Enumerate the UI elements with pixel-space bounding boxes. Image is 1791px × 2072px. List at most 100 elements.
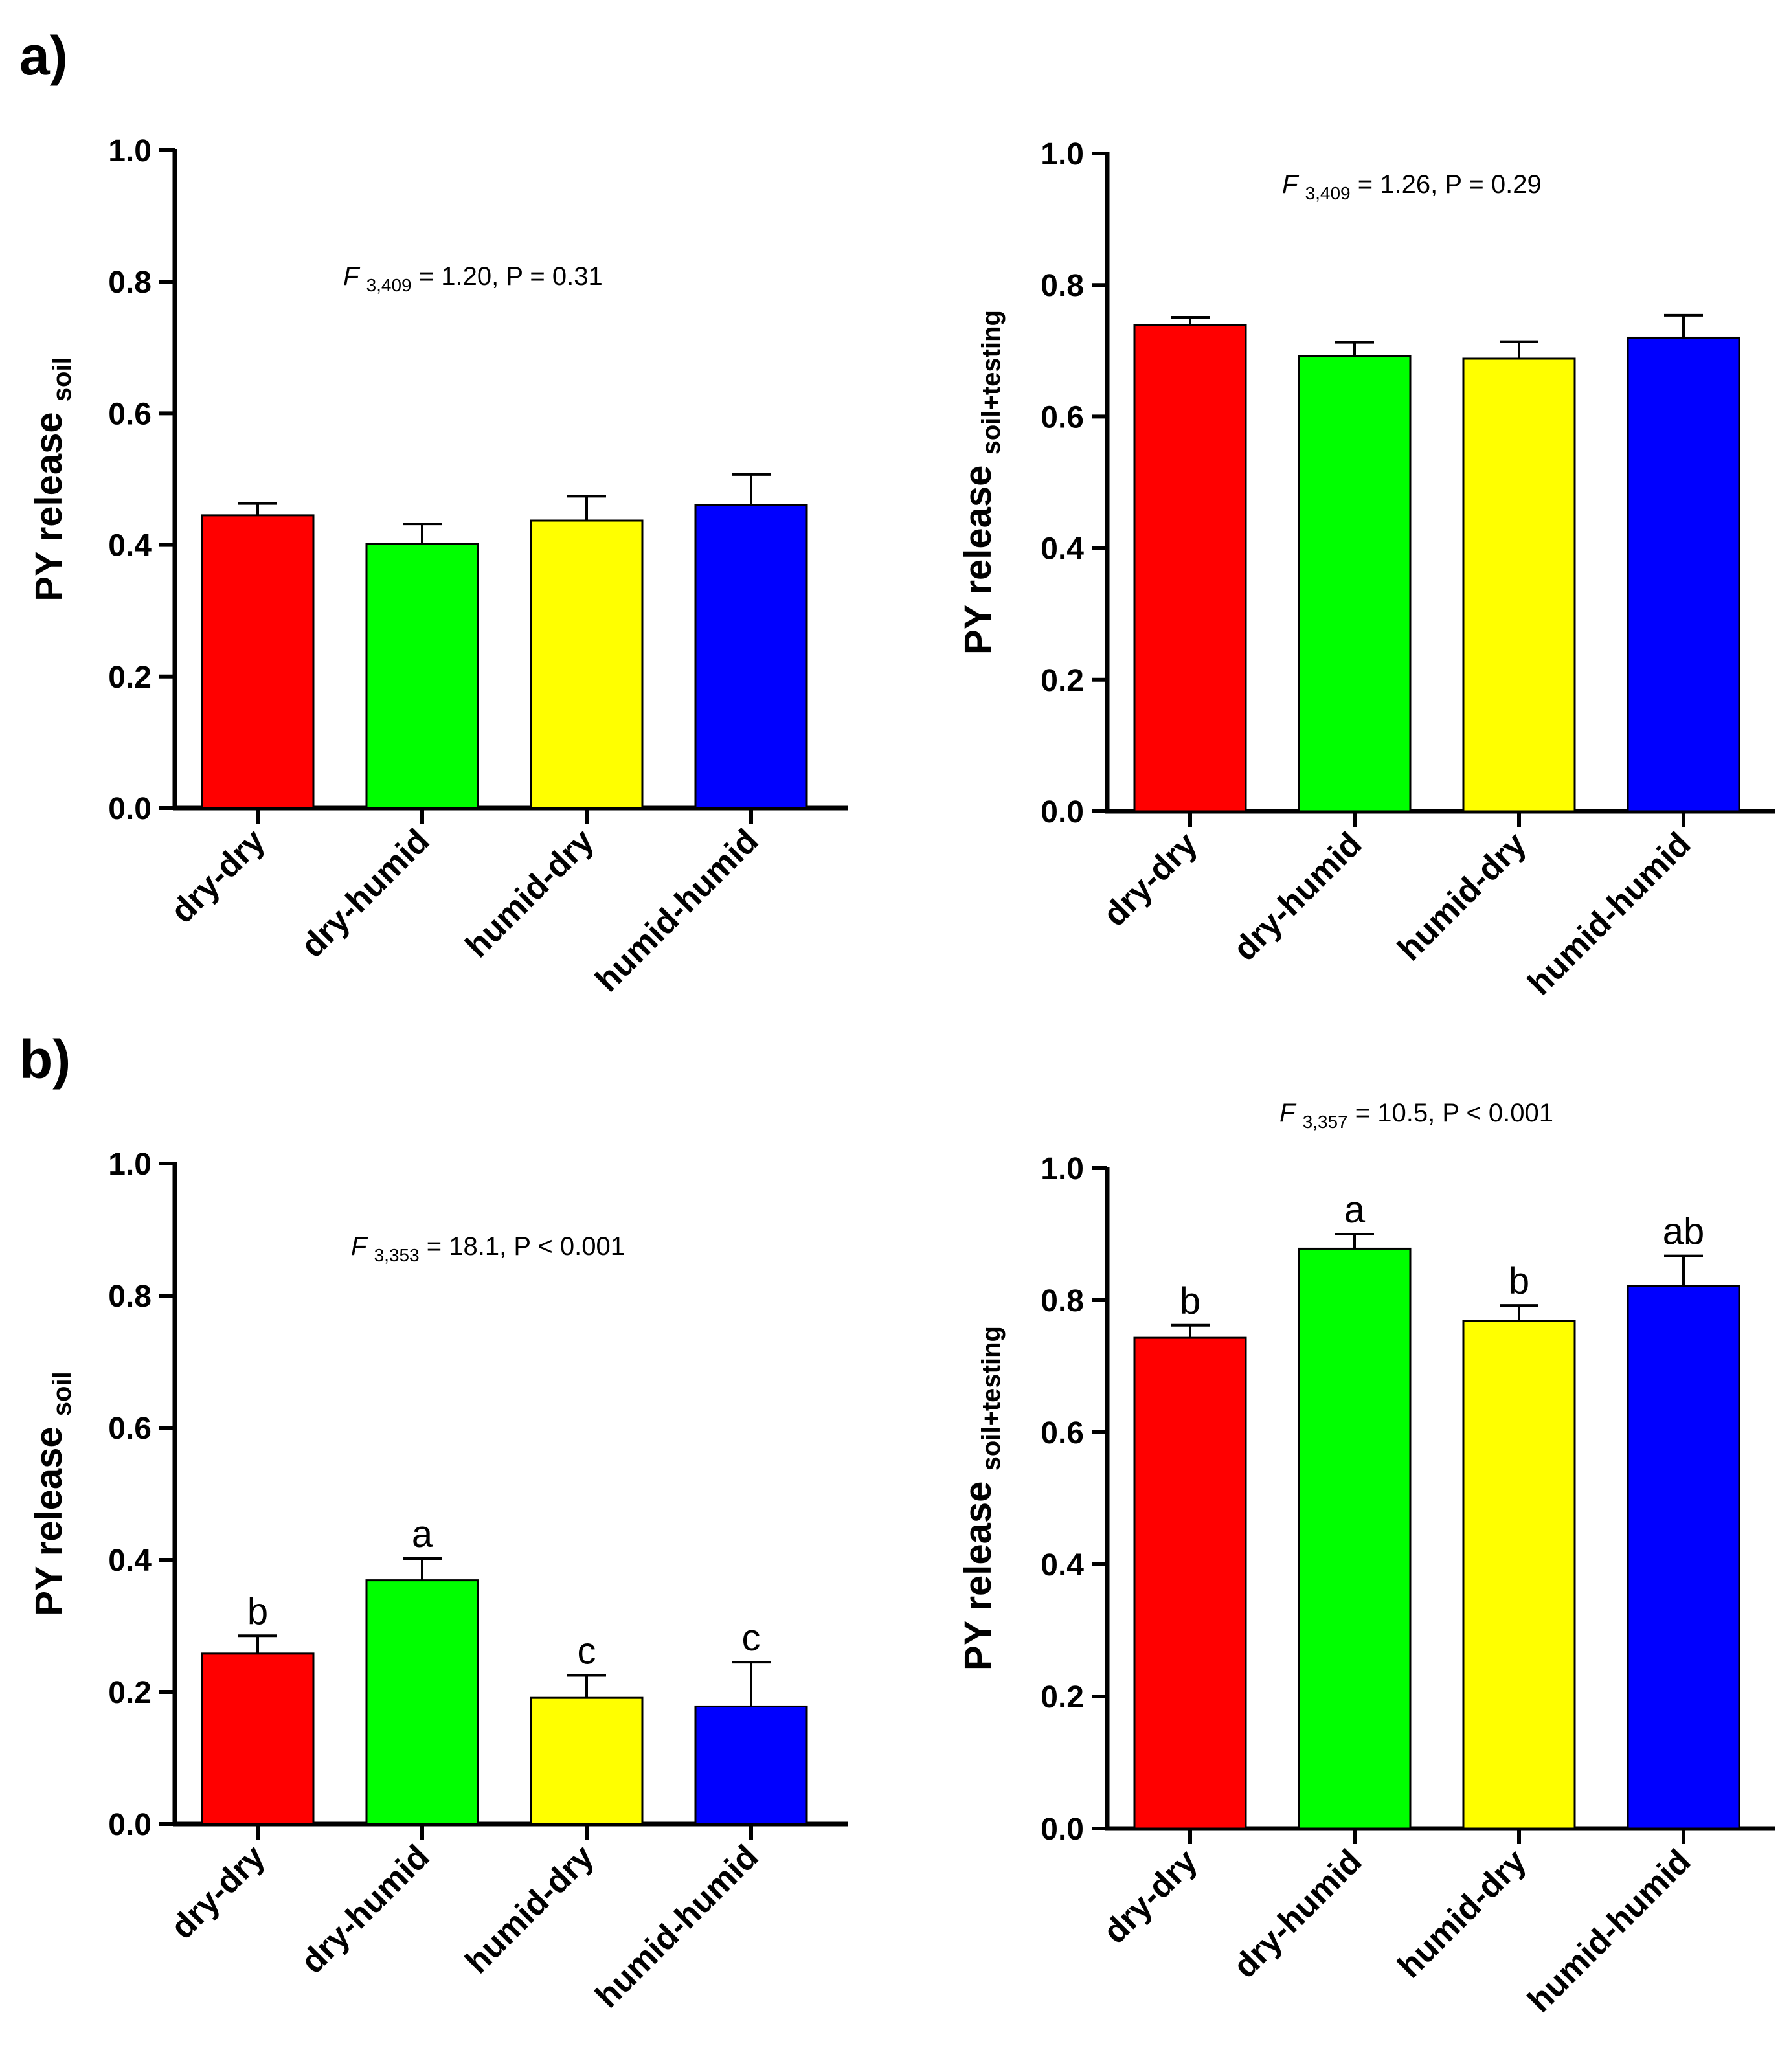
significance-letter: a bbox=[412, 1513, 433, 1555]
bar-dry-dry bbox=[1133, 324, 1247, 813]
bar-humid-humid bbox=[694, 1705, 808, 1825]
y-tick-label: 0.2 bbox=[108, 660, 152, 695]
x-category-label: humid-dry bbox=[1391, 825, 1534, 968]
stat-space bbox=[1348, 1099, 1355, 1127]
y-tick-label: 0.0 bbox=[108, 1808, 152, 1842]
stat-space bbox=[359, 262, 366, 291]
y-tick-label: 0.6 bbox=[108, 1412, 152, 1446]
stat-space bbox=[1351, 170, 1358, 199]
stat-degrees-of-freedom: 3,409 bbox=[1305, 183, 1351, 203]
y-axis-label-subscript: soil+testing bbox=[977, 1326, 1006, 1470]
chart-panel-bottom-right: 0.0 0.2 0.4 0.6 0.8 1.0 b dry-dry a dry-humid b hum… bbox=[957, 1099, 1775, 2020]
significance-letter: b bbox=[1509, 1260, 1529, 1302]
stat-f-symbol: F bbox=[343, 262, 361, 291]
y-tick-label: 0.6 bbox=[1041, 1416, 1084, 1450]
y-tick-label: 0.6 bbox=[1041, 400, 1084, 434]
stat-space bbox=[1295, 1099, 1302, 1127]
bar-humid-humid bbox=[1627, 1285, 1740, 1830]
significance-letter: ab bbox=[1663, 1211, 1705, 1253]
y-tick-label: 0.4 bbox=[1041, 532, 1084, 567]
bar-dry-dry bbox=[1133, 1336, 1247, 1830]
y-tick-label: 1.0 bbox=[1041, 137, 1084, 172]
stat-space bbox=[1298, 170, 1305, 199]
bar-dry-humid bbox=[365, 1579, 479, 1825]
y-tick-label: 0.6 bbox=[108, 397, 152, 431]
stat-space bbox=[412, 262, 419, 291]
significance-letter: b bbox=[247, 1590, 268, 1632]
x-category-label: dry-dry bbox=[164, 1838, 273, 1946]
y-tick-label: 1.0 bbox=[108, 134, 152, 168]
x-category-label: humid-humid bbox=[1521, 825, 1698, 1002]
panel-label-b: b) bbox=[19, 1029, 71, 1090]
y-axis-label-main: PY release bbox=[28, 412, 70, 601]
y-tick-label: 0.0 bbox=[1041, 1812, 1084, 1847]
bar-humid-humid bbox=[694, 504, 808, 809]
y-tick-label: 0.4 bbox=[1041, 1548, 1084, 1582]
y-tick-label: 0.8 bbox=[1041, 1284, 1084, 1318]
y-tick-label: 0.8 bbox=[108, 265, 152, 300]
bar-dry-humid bbox=[1298, 355, 1412, 813]
y-tick-label: 0.2 bbox=[1041, 1680, 1084, 1715]
x-category-label: dry-dry bbox=[1096, 1842, 1205, 1951]
y-tick-label: 1.0 bbox=[1041, 1152, 1084, 1186]
statistics-annotation: F 3,409 = 1.26, P = 0.29 bbox=[1282, 170, 1542, 203]
stat-values: = 1.26, P = 0.29 bbox=[1358, 170, 1542, 199]
y-tick-label: 0.2 bbox=[1041, 664, 1084, 698]
bar-humid-dry bbox=[530, 519, 644, 809]
y-tick-label: 1.0 bbox=[108, 1147, 152, 1182]
chart-panel-bottom-left: 0.0 0.2 0.4 0.6 0.8 1.0 b dry-dry a dry-humid c hum… bbox=[28, 1147, 848, 2015]
x-category-label: dry-humid bbox=[1226, 1842, 1369, 1985]
y-axis-label-subscript: soil bbox=[48, 357, 76, 401]
y-axis-label-subscript: soil bbox=[48, 1371, 76, 1416]
x-category-label: humid-humid bbox=[589, 822, 766, 999]
y-axis-label: PY release soil+testing bbox=[957, 1326, 1006, 1671]
x-category-label: humid-dry bbox=[458, 1838, 602, 1981]
y-axis-label-main: PY release bbox=[28, 1426, 70, 1616]
panel-label-a: a) bbox=[19, 25, 68, 86]
y-axis-label-main: PY release bbox=[957, 1481, 999, 1671]
stat-degrees-of-freedom: 3,353 bbox=[374, 1245, 420, 1265]
stat-f-symbol: F bbox=[1279, 1099, 1297, 1127]
stat-space bbox=[420, 1232, 427, 1261]
statistics-annotation: F 3,357 = 10.5, P < 0.001 bbox=[1279, 1099, 1553, 1132]
bar-dry-dry bbox=[201, 514, 315, 809]
y-axis-label: PY release soil+testing bbox=[957, 310, 1006, 655]
y-tick-label: 0.0 bbox=[108, 792, 152, 826]
significance-letter: a bbox=[1344, 1189, 1366, 1231]
y-tick-label: 0.8 bbox=[1041, 269, 1084, 303]
stat-f-symbol: F bbox=[351, 1232, 368, 1261]
x-category-label: dry-dry bbox=[164, 822, 273, 930]
y-axis-label: PY release soil bbox=[28, 1371, 76, 1616]
bar-humid-humid bbox=[1627, 336, 1740, 813]
stat-degrees-of-freedom: 3,357 bbox=[1303, 1112, 1348, 1132]
stat-values: = 1.20, P = 0.31 bbox=[419, 262, 603, 291]
bar-dry-dry bbox=[201, 1652, 315, 1825]
y-axis-label-main: PY release bbox=[957, 466, 999, 655]
bar-dry-humid bbox=[365, 543, 479, 809]
y-tick-label: 0.8 bbox=[108, 1279, 152, 1314]
statistics-annotation: F 3,409 = 1.20, P = 0.31 bbox=[343, 262, 603, 295]
x-category-label: humid-dry bbox=[1391, 1842, 1534, 1985]
bar-humid-dry bbox=[1462, 357, 1576, 813]
x-category-label: dry-humid bbox=[1226, 825, 1369, 968]
y-axis-label-space bbox=[957, 455, 999, 465]
stat-degrees-of-freedom: 3,409 bbox=[366, 275, 412, 295]
y-axis-label: PY release soil bbox=[28, 357, 76, 601]
y-axis-label-subscript: soil+testing bbox=[977, 310, 1006, 455]
x-category-label: dry-humid bbox=[294, 1838, 437, 1981]
significance-letter: c bbox=[742, 1617, 761, 1659]
y-axis-label-space bbox=[28, 401, 70, 412]
x-category-label: humid-humid bbox=[1521, 1842, 1698, 2020]
bar-dry-humid bbox=[1298, 1247, 1412, 1830]
significance-letter: b bbox=[1180, 1280, 1200, 1322]
x-category-label: dry-humid bbox=[294, 822, 437, 965]
x-category-label: dry-dry bbox=[1096, 825, 1205, 934]
stat-values: = 10.5, P < 0.001 bbox=[1355, 1099, 1553, 1127]
x-category-label: humid-dry bbox=[458, 822, 602, 965]
y-axis-label-space bbox=[28, 1416, 70, 1426]
y-tick-label: 0.0 bbox=[1041, 795, 1084, 829]
y-axis-label-space bbox=[957, 1470, 999, 1481]
